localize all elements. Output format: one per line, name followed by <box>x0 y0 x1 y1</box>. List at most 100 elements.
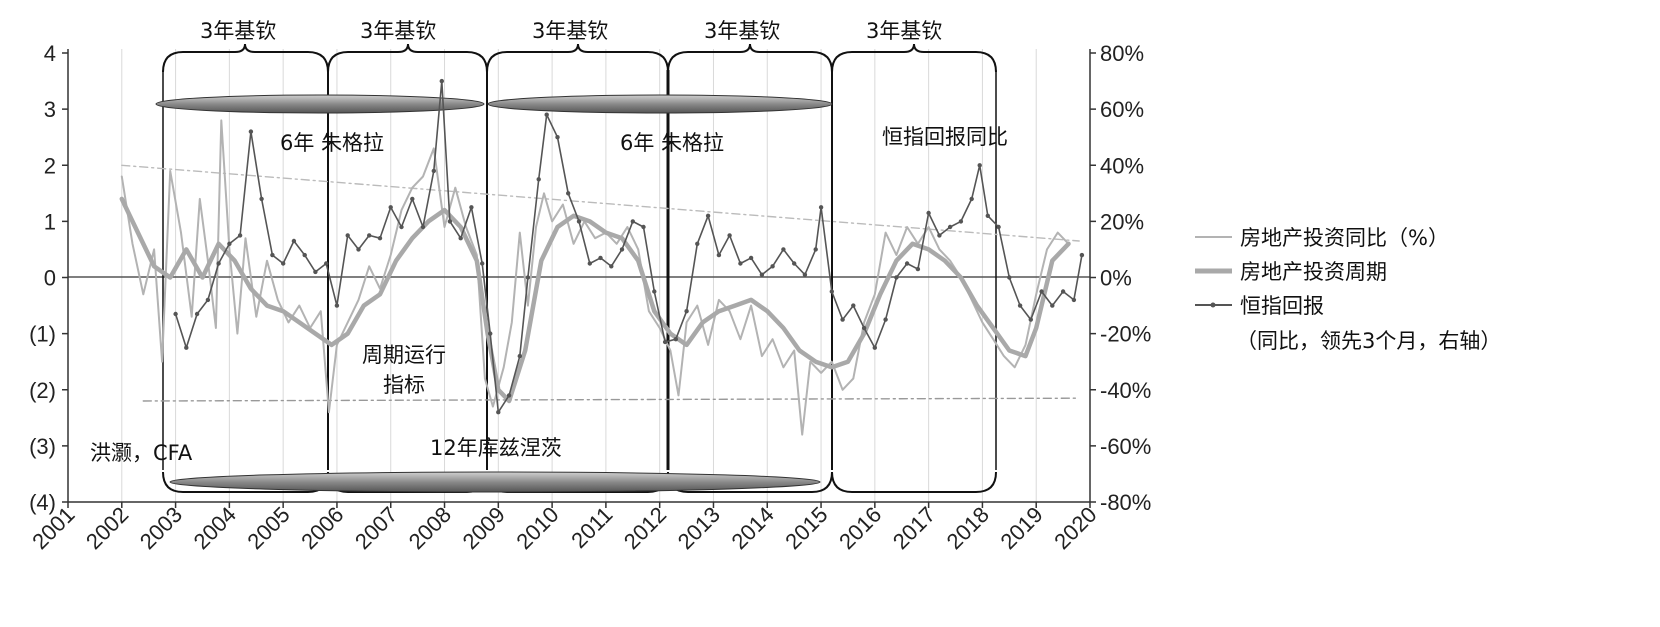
label-kuznets: 12年库兹涅茨 <box>430 436 562 460</box>
hsi-return-point <box>281 261 286 266</box>
hsi-return-point <box>544 112 549 117</box>
series-layer <box>119 78 1085 436</box>
hsi-return-point <box>684 309 689 314</box>
hsi-return-point <box>1050 303 1055 308</box>
hsi-return-point <box>673 337 678 342</box>
hsi-return-point <box>872 345 877 350</box>
hsi-return-point <box>813 247 818 252</box>
annotations: 3年基钦 3年基钦 3年基钦 3年基钦 3年基钦 6年 朱格拉 6年 朱格拉 恒… <box>90 19 1008 465</box>
hsi-return-point <box>695 241 700 246</box>
hsi-return-point <box>937 233 942 238</box>
left-axis-ticks: 4 3 2 1 0 (1) (2) (3) (4) <box>29 41 68 515</box>
hsi-return-point <box>851 303 856 308</box>
hsi-return-point <box>194 311 200 317</box>
hsi-return-point <box>388 205 393 210</box>
left-tick-label: (4) <box>29 490 56 515</box>
hsi-return-point <box>598 255 603 261</box>
label-hsi-yoy: 恒指回报同比 <box>882 125 1008 149</box>
hsi-return-point <box>1079 252 1085 258</box>
hsi-return-point <box>345 233 350 238</box>
hsi-return-point <box>958 219 964 224</box>
left-tick-label: (2) <box>29 378 56 403</box>
hsi-return-point <box>184 345 189 350</box>
hsi-return-point <box>248 129 254 134</box>
left-tick-label: 0 <box>44 266 56 291</box>
series-line-trend-upper <box>121 164 1080 242</box>
x-tick-label: 2004 <box>189 502 241 554</box>
x-tick-label: 2013 <box>673 502 725 554</box>
hsi-return-point <box>977 163 982 168</box>
hsi-return-point <box>802 272 808 277</box>
hsi-return-point <box>652 289 657 294</box>
right-tick-label: 20% <box>1100 209 1144 234</box>
right-axis-ticks: 80% 60% 40% 20% 0% -20% -40% -60% -80% <box>1090 41 1151 515</box>
x-tick-label: 2011 <box>566 502 617 553</box>
x-tick-label: 2008 <box>404 502 456 554</box>
hsi-return-point <box>630 219 635 224</box>
right-tick-label: -20% <box>1100 322 1151 347</box>
hsi-return-point <box>458 236 463 241</box>
x-tick-label: 2020 <box>1049 502 1101 554</box>
x-tick-label: 2015 <box>780 502 832 554</box>
legend-label-investment-yoy: 房地产投资同比（%） <box>1240 226 1449 250</box>
label-juglar-2: 6年 朱格拉 <box>620 131 724 155</box>
series-line-- <box>174 80 1083 413</box>
hsi-return-point <box>237 233 243 238</box>
hsi-return-point <box>996 224 1001 230</box>
lens-juglar-2 <box>487 94 833 114</box>
cycle-dividers <box>162 70 997 470</box>
hsi-return-point <box>480 261 485 266</box>
lens-kuznets <box>169 471 821 493</box>
label-indicator-line1: 周期运行 <box>362 343 446 367</box>
hsi-return-point <box>469 205 474 210</box>
x-tick-label: 2007 <box>350 502 402 554</box>
left-tick-label: 2 <box>44 153 56 178</box>
hsi-return-point <box>716 252 722 258</box>
hsi-return-point <box>291 238 297 244</box>
label-kitchin-1: 3年基钦 <box>200 19 276 43</box>
hsi-return-point <box>1007 275 1012 280</box>
legend: 房地产投资同比（%） 房地产投资周期 恒指回报 （同比，领先3个月，右轴） <box>1195 226 1501 353</box>
hsi-return-point <box>738 261 743 266</box>
left-tick-label: 4 <box>44 41 56 66</box>
x-tick-label: 2016 <box>834 502 886 554</box>
label-juglar-1: 6年 朱格拉 <box>280 131 384 155</box>
right-tick-label: 40% <box>1100 153 1144 178</box>
top-braces <box>162 43 997 73</box>
lens-juglar-1 <box>155 94 485 114</box>
left-tick-label: 3 <box>44 97 56 122</box>
hsi-return-point <box>367 233 372 238</box>
series-line-trend-lower <box>142 397 1080 402</box>
hsi-return-point <box>439 78 444 84</box>
hsi-return-point <box>324 261 329 266</box>
x-tick-label: 2009 <box>458 502 510 554</box>
hsi-return-point <box>619 247 625 252</box>
legend-label-investment-cycle: 房地产投资周期 <box>1240 260 1387 284</box>
hsi-return-point <box>536 177 541 182</box>
label-indicator-line2: 指标 <box>383 373 425 397</box>
x-axis-ticks: 2001 2002 2003 2004 2005 2006 2007 2008 2009 2010… <box>27 502 1101 554</box>
brace-top-2 <box>327 43 488 73</box>
hsi-return-point <box>861 325 867 331</box>
hsi-return-point <box>641 224 646 230</box>
hsi-return-point <box>1028 317 1034 322</box>
hsi-return-point <box>840 317 845 322</box>
hsi-return-point <box>947 224 953 230</box>
hsi-return-point <box>781 247 786 252</box>
hsi-return-point <box>431 168 436 174</box>
hsi-return-point <box>420 224 426 230</box>
right-tick-label: -40% <box>1100 378 1151 403</box>
hsi-return-point <box>377 236 383 241</box>
x-tick-label: 2014 <box>727 502 779 554</box>
right-tick-label: 80% <box>1100 41 1144 66</box>
hsi-return-point <box>313 269 318 275</box>
brace-top-3 <box>486 43 669 73</box>
hsi-return-point <box>705 213 711 218</box>
series-line-- <box>120 119 1070 436</box>
label-kitchin-3: 3年基钦 <box>532 19 608 43</box>
hsi-return-point <box>399 224 404 230</box>
hsi-return-point <box>259 196 264 202</box>
hsi-return-point <box>447 219 453 224</box>
hsi-return-point <box>506 393 512 398</box>
